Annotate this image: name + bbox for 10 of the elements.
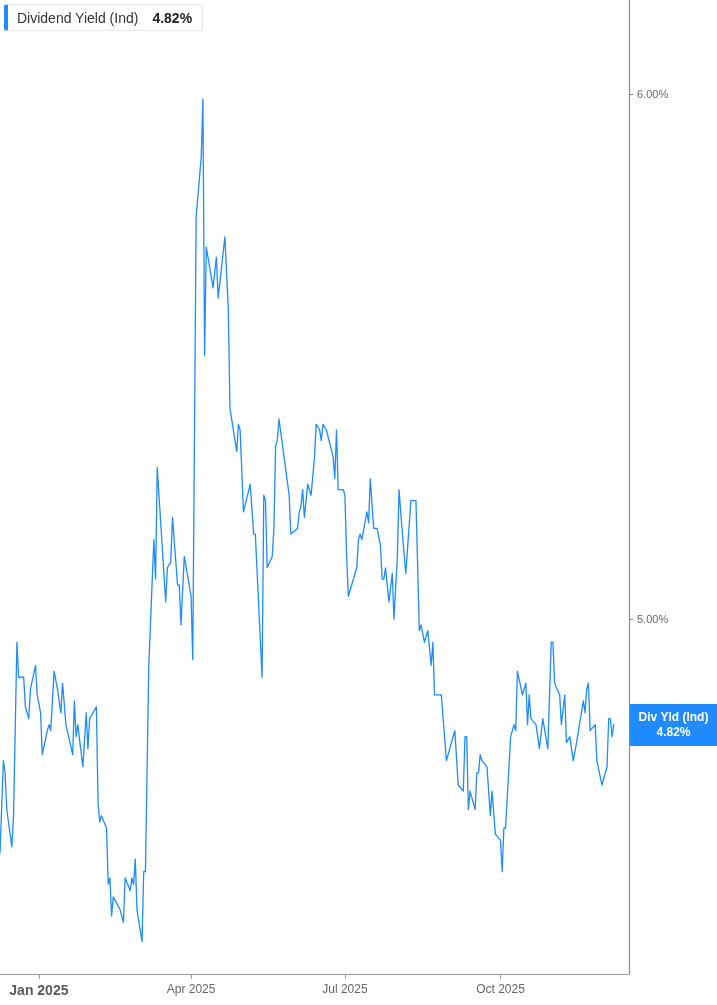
- x-tick-label: Jul 2025: [322, 982, 368, 996]
- x-tick-label: Jan 2025: [9, 982, 69, 998]
- x-tick-label: Apr 2025: [166, 982, 216, 996]
- x-tick-label: Oct 2025: [476, 982, 526, 996]
- line-series: [0, 98, 615, 943]
- text: 4.82%: [152, 9, 193, 26]
- text: Div Yld (Ind) 4.82%: [630, 703, 717, 746]
- y-tick-label: 5.00%: [637, 613, 669, 626]
- y-tick-label: 6.00%: [637, 88, 669, 101]
- text: Dividend Yield (Ind): [17, 9, 139, 26]
